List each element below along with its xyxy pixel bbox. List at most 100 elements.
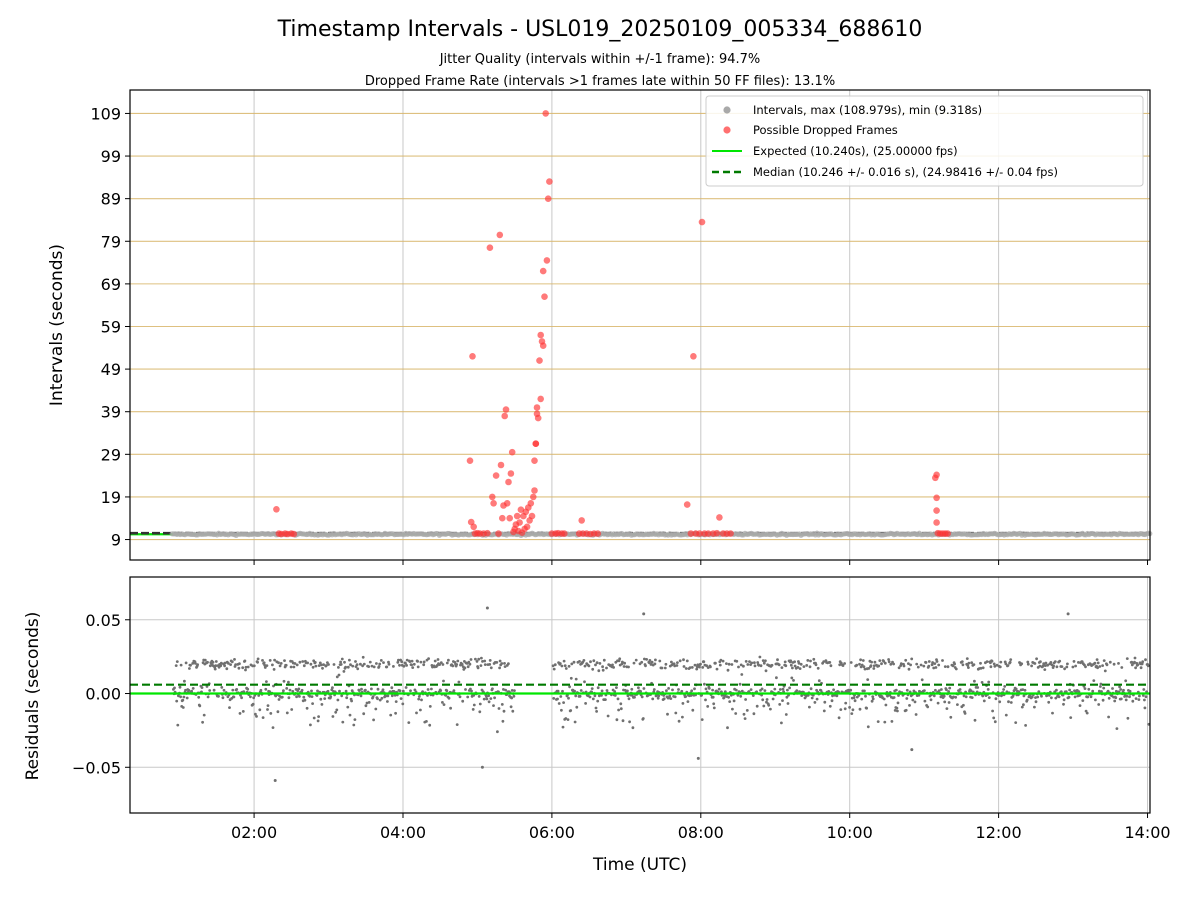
residual-point [895,706,899,710]
residual-point [1033,705,1036,709]
residual-point [621,660,624,664]
residual-point [244,665,248,669]
residual-point [844,701,848,705]
residual-point [190,689,194,693]
residual-point [863,667,867,671]
residual-point [780,666,784,669]
residual-point [442,679,445,683]
residual-point [1134,697,1138,700]
residual-point [619,702,623,706]
residual-point [1111,687,1114,690]
residual-point [973,718,977,722]
residual-point [1119,688,1123,691]
residual-point [631,726,635,730]
intervals-x-tick-marks [253,560,1149,565]
residuals-y-tick-label: 0.00 [85,685,121,704]
residual-point [1143,698,1146,702]
residual-point [206,695,210,699]
residual-point [1030,695,1034,699]
residual-point [986,688,990,691]
residual-point [338,689,341,693]
residual-point [271,726,275,729]
residual-point [829,664,833,668]
residual-point [1040,694,1043,698]
residual-point [693,663,697,667]
dropped-frame-point [484,529,491,537]
residual-point [1131,699,1135,703]
residual-point [792,679,795,682]
residuals-plot-frame [129,576,1151,814]
residual-point [992,662,996,666]
residual-point [244,668,247,672]
residual-point [221,696,225,700]
residual-point [645,658,648,661]
residual-point [764,659,767,663]
residual-point [690,666,694,669]
residual-point [368,660,372,664]
residual-point [419,708,422,712]
residual-point [214,664,218,668]
residual-point [965,657,969,660]
residual-point [673,695,677,699]
residual-point [1057,695,1061,699]
residual-point [1115,727,1119,730]
residual-point [1077,690,1081,694]
intervals-y-tick-label: 19 [101,488,121,507]
residual-point [690,689,694,693]
residual-point [1034,700,1038,704]
residual-point [471,708,475,711]
residual-point [1026,660,1030,664]
residual-point [1117,662,1120,665]
residual-point [477,695,481,698]
residual-point [790,676,794,680]
residual-point [930,663,934,667]
residual-point [1073,695,1077,699]
residual-point [997,694,1000,697]
residual-point [601,668,605,672]
residuals-x-tick-label: 12:00 [976,823,1022,842]
residual-point [456,659,460,663]
residual-point [273,658,276,662]
residual-point [907,667,911,671]
residual-point [1077,661,1080,664]
residual-point [205,685,209,688]
residual-point [487,694,490,698]
residual-point [745,709,749,712]
dropped-frame-point [496,231,504,239]
residual-point [579,689,583,692]
residual-point [707,687,711,690]
residual-point [410,663,413,667]
residual-point [500,662,504,665]
residual-point [828,704,832,708]
residual-point [752,712,756,716]
residual-point [276,710,280,714]
residual-point [306,661,309,665]
residual-point [445,689,449,693]
residual-point [566,718,570,721]
residual-point [556,689,560,693]
dropped-frame-point [687,530,695,537]
residual-point [401,702,405,706]
residual-point [816,666,820,670]
residual-point [734,712,738,715]
residual-point [987,680,991,684]
residual-point [712,702,716,706]
residual-point [232,695,236,699]
residual-point [961,663,965,667]
residual-point [717,687,721,691]
residual-point [578,660,581,663]
residual-point [228,706,231,709]
residual-point [478,702,482,706]
residual-point [433,659,437,663]
residual-point [1106,689,1110,693]
residual-point [310,689,313,693]
residual-point [344,665,347,669]
chart-title: Timestamp Intervals - USL019_20250109_00… [277,17,923,42]
intervals-y-ticks: 9 19 29 39 49 59 69 79 89 99 109 [90,104,130,550]
residual-point [947,690,950,693]
residual-point [503,662,506,665]
residual-point [727,695,730,699]
residual-point [1100,690,1103,693]
residual-point [492,704,495,707]
residual-point [582,659,586,662]
